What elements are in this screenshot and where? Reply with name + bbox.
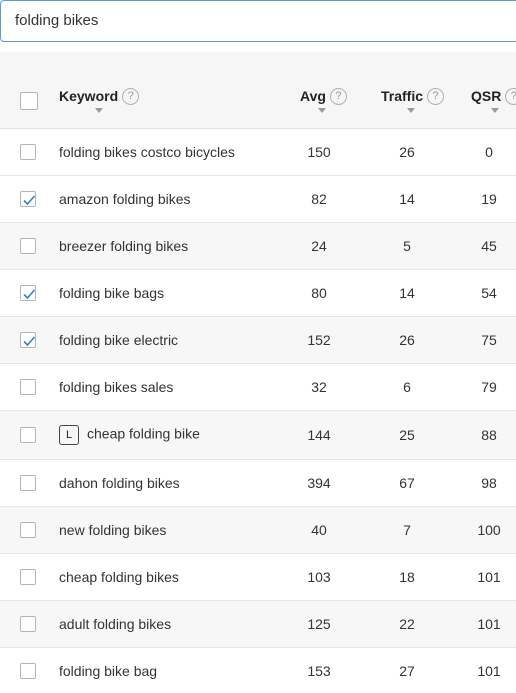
avg-cell: 144 — [307, 427, 331, 443]
keyword-cell: adult folding bikes — [59, 616, 172, 632]
avg-cell: 32 — [311, 379, 327, 395]
checkmark-icon — [23, 195, 36, 206]
help-icon[interactable]: ? — [427, 88, 445, 105]
column-avg[interactable]: Avg? — [300, 88, 347, 113]
keyword-cell: folding bike bag — [59, 663, 158, 679]
keyword-cell: folding bike bags — [59, 285, 165, 301]
row-checkbox[interactable] — [20, 475, 36, 491]
avg-cell: 24 — [311, 238, 327, 254]
traffic-cell: 18 — [399, 569, 415, 585]
row-checkbox[interactable] — [20, 522, 36, 538]
keyword-table: Keyword? Avg? Traffic? QSR? folding bike… — [0, 52, 516, 693]
table-row[interactable]: amazon folding bikes 82 14 19 — [0, 176, 516, 223]
keyword-cell: new folding bikes — [59, 522, 167, 538]
row-checkbox[interactable] — [20, 427, 36, 443]
qsr-cell: 45 — [481, 238, 497, 254]
column-keyword[interactable]: Keyword? — [59, 88, 140, 113]
sort-caret-icon — [407, 108, 415, 113]
qsr-cell: 54 — [481, 285, 497, 301]
qsr-cell: 101 — [477, 663, 501, 679]
avg-cell: 394 — [307, 475, 331, 491]
table-row[interactable]: folding bike bags 80 14 54 — [0, 270, 516, 317]
help-icon[interactable]: ? — [329, 88, 347, 105]
table-row[interactable]: adult folding bikes 125 22 101 — [0, 601, 516, 648]
table-body: folding bikes costco bicycles 150 26 0 a… — [0, 129, 516, 693]
traffic-cell: 5 — [403, 238, 411, 254]
table-row[interactable]: new folding bikes 40 7 100 — [0, 507, 516, 554]
qsr-cell: 101 — [477, 569, 501, 585]
column-traffic[interactable]: Traffic? — [381, 88, 445, 113]
keyword-cell: folding bike electric — [59, 332, 179, 348]
table-row[interactable]: folding bikes sales 32 6 79 — [0, 364, 516, 411]
keyword-cell: folding bikes sales — [59, 379, 174, 395]
badge-l: L — [59, 425, 79, 445]
traffic-cell: 26 — [399, 144, 415, 160]
sort-caret-icon — [491, 108, 499, 113]
keyword-cell: cheap folding bikes — [59, 569, 179, 585]
search-bar — [0, 0, 516, 48]
row-checkbox[interactable] — [20, 569, 36, 585]
help-icon[interactable]: ? — [505, 88, 516, 105]
help-icon[interactable]: ? — [122, 88, 140, 105]
traffic-cell: 67 — [399, 475, 415, 491]
qsr-cell: 100 — [477, 522, 501, 538]
traffic-cell: 7 — [403, 522, 411, 538]
traffic-cell: 14 — [399, 285, 415, 301]
avg-cell: 103 — [307, 569, 331, 585]
column-qsr[interactable]: QSR? — [471, 88, 516, 113]
row-checkbox[interactable] — [20, 285, 36, 301]
keyword-cell: dahon folding bikes — [59, 475, 180, 491]
table-row[interactable]: dahon folding bikes 394 67 98 — [0, 460, 516, 507]
row-checkbox[interactable] — [20, 616, 36, 632]
avg-cell: 153 — [307, 663, 331, 679]
keyword-cell: amazon folding bikes — [59, 191, 191, 207]
traffic-cell: 14 — [399, 191, 415, 207]
traffic-cell: 26 — [399, 332, 415, 348]
row-checkbox[interactable] — [20, 144, 36, 160]
traffic-cell: 22 — [399, 616, 415, 632]
qsr-cell: 75 — [481, 332, 497, 348]
checkmark-icon — [23, 289, 36, 300]
keyword-cell: folding bikes costco bicycles — [59, 144, 235, 160]
sort-caret-icon — [95, 108, 103, 113]
table-row[interactable]: folding bike bag 153 27 101 — [0, 648, 516, 693]
column-avg-label: Avg — [300, 88, 326, 104]
table-row[interactable]: breezer folding bikes 24 5 45 — [0, 223, 516, 270]
qsr-cell: 101 — [477, 616, 501, 632]
qsr-cell: 79 — [481, 379, 497, 395]
search-input[interactable] — [0, 0, 516, 42]
column-qsr-label: QSR — [471, 88, 502, 104]
row-checkbox[interactable] — [20, 379, 36, 395]
avg-cell: 152 — [307, 332, 331, 348]
traffic-cell: 27 — [399, 663, 415, 679]
sort-caret-icon — [318, 108, 326, 113]
qsr-cell: 88 — [481, 427, 497, 443]
row-checkbox[interactable] — [20, 663, 36, 679]
avg-cell: 40 — [311, 522, 327, 538]
keyword-text: cheap folding bike — [87, 425, 200, 442]
traffic-cell: 25 — [399, 427, 415, 443]
checkmark-icon — [23, 336, 36, 347]
column-traffic-label: Traffic — [381, 88, 424, 104]
row-checkbox[interactable] — [20, 238, 36, 254]
avg-cell: 80 — [311, 285, 327, 301]
table-row[interactable]: cheap folding bikes 103 18 101 — [0, 554, 516, 601]
avg-cell: 125 — [307, 616, 331, 632]
keyword-cell: breezer folding bikes — [59, 238, 189, 254]
qsr-cell: 19 — [481, 191, 497, 207]
traffic-cell: 6 — [403, 379, 411, 395]
table-row[interactable]: folding bike electric 152 26 75 — [0, 317, 516, 364]
table-row[interactable]: folding bikes costco bicycles 150 26 0 — [0, 129, 516, 176]
qsr-cell: 98 — [481, 475, 497, 491]
avg-cell: 150 — [307, 144, 331, 160]
row-checkbox[interactable] — [20, 191, 36, 207]
table-header: Keyword? Avg? Traffic? QSR? — [0, 52, 516, 129]
row-checkbox[interactable] — [20, 332, 36, 348]
qsr-cell: 0 — [485, 144, 493, 160]
column-keyword-label: Keyword — [59, 88, 119, 104]
select-all-checkbox[interactable] — [20, 92, 38, 110]
avg-cell: 82 — [311, 191, 327, 207]
